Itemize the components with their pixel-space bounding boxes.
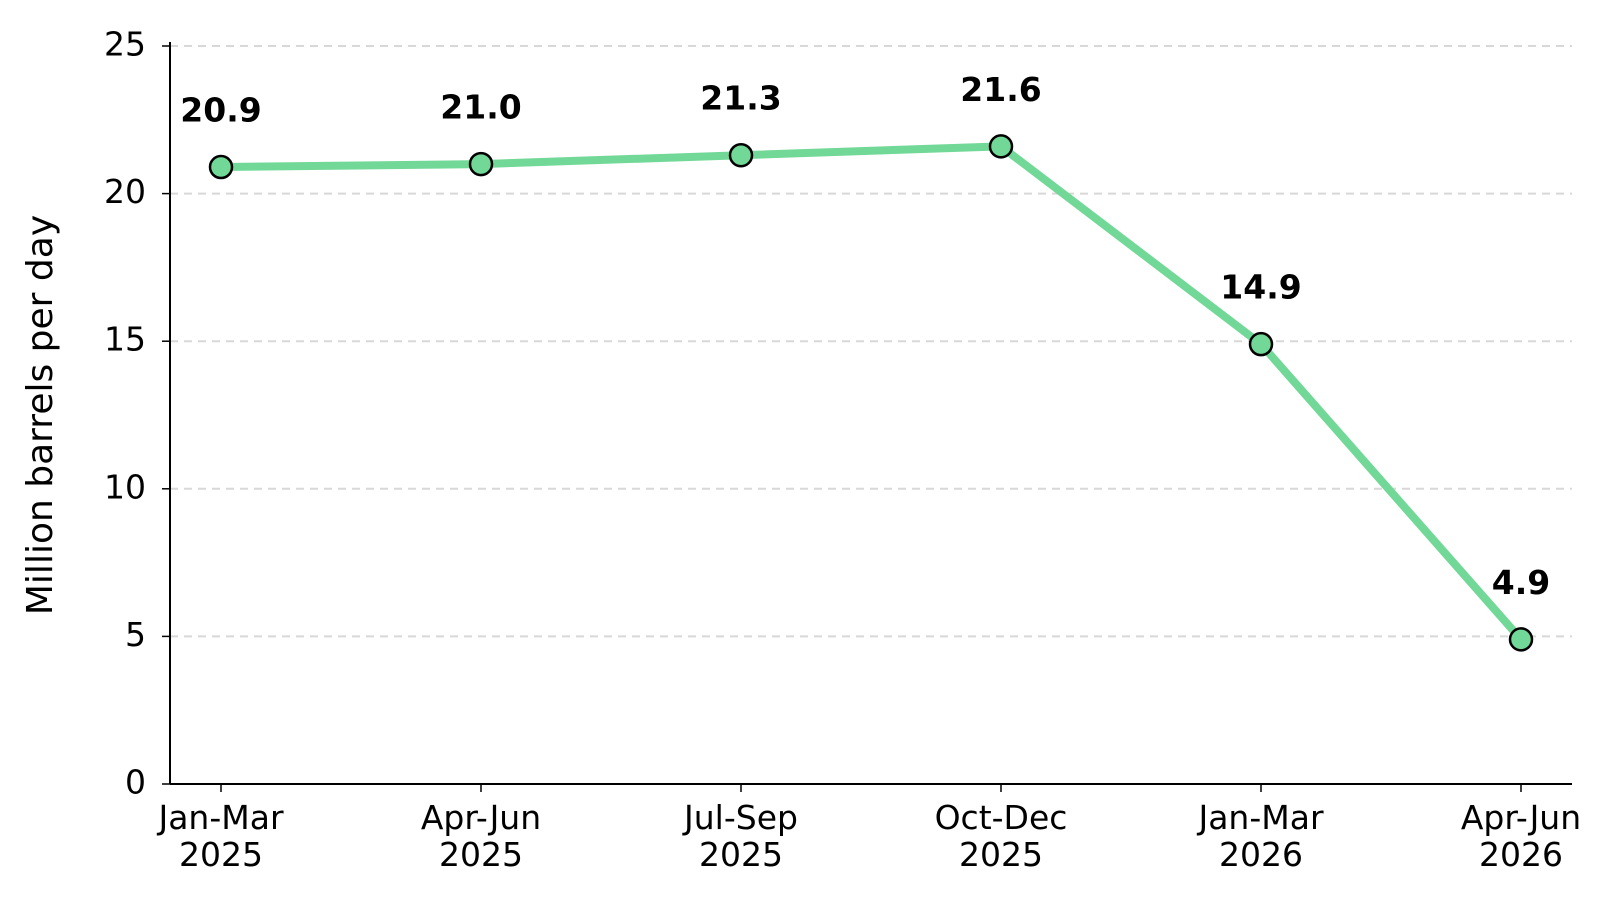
y-tick-label: 10 — [104, 467, 146, 506]
data-label: 4.9 — [1492, 563, 1550, 602]
data-label: 21.0 — [440, 88, 521, 127]
marker — [1248, 331, 1274, 357]
x-tick-label: Apr-Jun 2026 — [1460, 798, 1582, 874]
y-tick-label: 20 — [104, 172, 146, 211]
marker — [728, 142, 754, 168]
data-label: 21.3 — [700, 79, 781, 118]
y-axis-label: Million barrels per day — [20, 215, 61, 615]
marker — [208, 154, 234, 180]
y-tick-label: 5 — [125, 615, 146, 654]
marker — [468, 151, 494, 177]
x-tick-label: Jan-Mar 2026 — [1198, 798, 1324, 874]
marker — [988, 134, 1014, 159]
x-tick-label: Apr-Jun 2025 — [420, 798, 542, 874]
data-label: 21.6 — [960, 70, 1041, 109]
y-tick-label: 15 — [104, 320, 146, 359]
y-tick-label: 25 — [104, 25, 146, 64]
x-tick-label: Jan-Mar 2025 — [158, 798, 284, 874]
x-tick-label: Jul-Sep 2025 — [684, 798, 798, 874]
line — [220, 142, 1525, 642]
data-label: 14.9 — [1220, 268, 1301, 307]
y-tick-label: 0 — [125, 763, 146, 802]
data-label: 20.9 — [180, 91, 261, 130]
marker — [1508, 627, 1534, 652]
x-tick-label: Oct-Dec 2025 — [934, 798, 1068, 874]
